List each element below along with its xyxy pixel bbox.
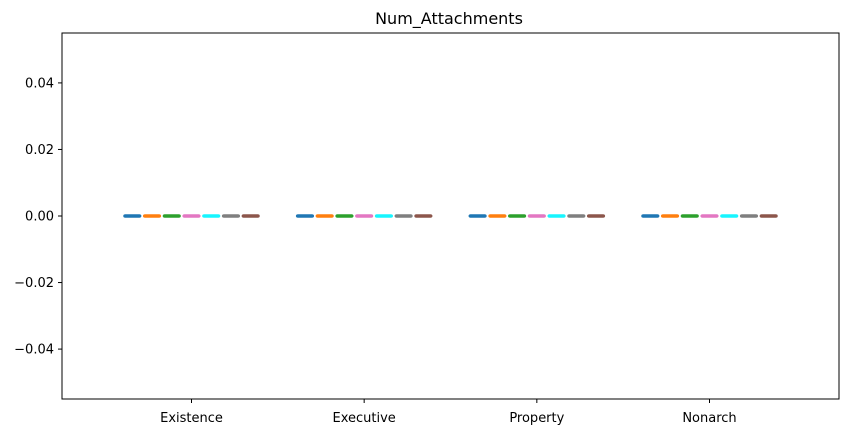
bar [468,214,487,218]
bar-groups [123,214,778,218]
bar [567,214,586,218]
y-tick-label: −0.02 [14,276,54,291]
x-tick-label: Executive [333,411,396,426]
bar [586,214,606,218]
bar [527,214,546,218]
y-axis: −0.04 −0.02 0.00 0.02 0.04 [14,76,62,358]
bar [641,214,660,218]
bar [720,214,739,218]
bar [374,214,394,218]
x-tick-label: Property [509,411,564,426]
y-tick-label: −0.04 [14,343,54,358]
bar [507,214,527,218]
bar [202,214,221,218]
bar [315,214,334,218]
y-tick-label: 0.02 [25,143,54,158]
bar [182,214,201,218]
bar [335,214,354,218]
bar [547,214,566,218]
bar [295,214,315,218]
bar [142,214,162,218]
bar [739,214,759,218]
bar [700,214,719,218]
y-tick-label: 0.04 [25,76,54,91]
chart-title: Num_Attachments [375,9,523,29]
x-tick-label: Nonarch [682,411,736,426]
bar [414,214,433,218]
x-tick-label: Existence [160,411,223,426]
x-axis: Existence Executive Property Nonarch [160,399,737,426]
bar [355,214,374,218]
bar [660,214,680,218]
bar [394,214,413,218]
bar [221,214,241,218]
bar [241,214,260,218]
bar [162,214,181,218]
bar [123,214,142,218]
bar [680,214,699,218]
bar [759,214,778,218]
bar [488,214,507,218]
y-tick-label: 0.00 [25,210,54,225]
